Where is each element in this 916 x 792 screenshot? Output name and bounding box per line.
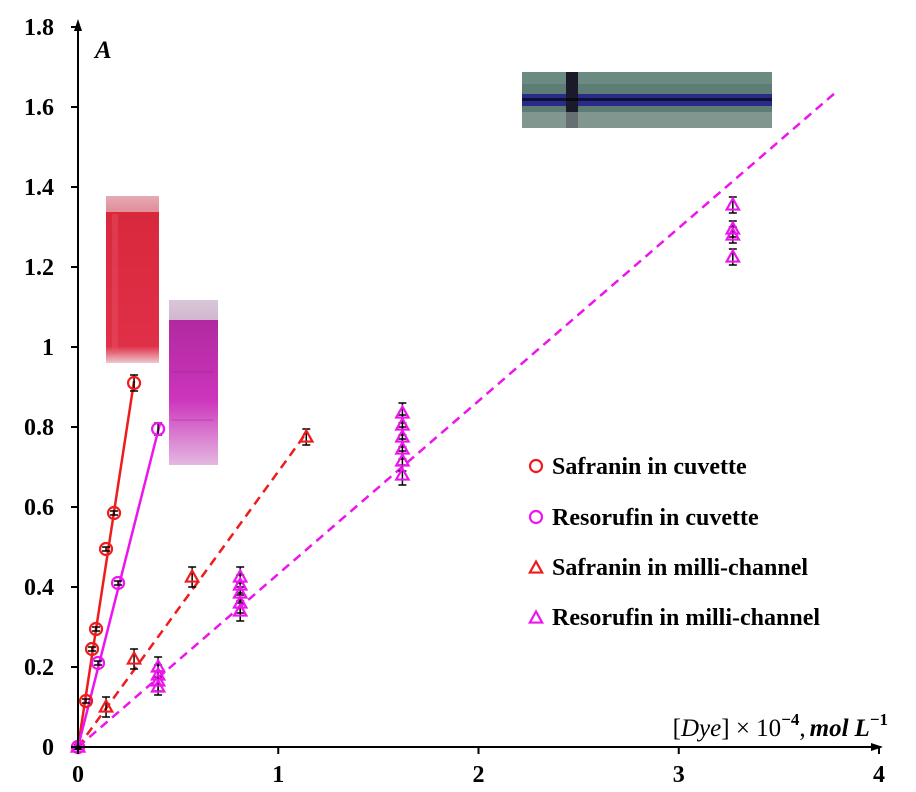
data-point <box>88 621 104 637</box>
data-point <box>78 693 94 709</box>
data-point <box>84 641 100 657</box>
data-point <box>151 421 166 437</box>
data-point <box>232 594 249 609</box>
data-point <box>394 466 411 481</box>
x-tick-label: 2 <box>473 762 485 788</box>
fit-line <box>77 92 836 748</box>
data-point <box>126 375 142 391</box>
data-point <box>724 226 741 241</box>
x-tick-label: 0 <box>72 762 84 788</box>
y-axis-label: A <box>93 37 112 64</box>
y-tick-label: 1.2 <box>24 255 54 281</box>
data-point <box>150 658 167 673</box>
data-point <box>150 678 167 693</box>
legend-label: Safranin in milli-channel <box>552 555 808 581</box>
data-point <box>298 428 315 443</box>
y-axis-arrow <box>74 19 82 31</box>
data-point <box>150 672 167 687</box>
legend-marker <box>527 559 545 574</box>
data-point <box>98 541 114 557</box>
y-tick-label: 0.4 <box>24 575 54 601</box>
data-point <box>126 650 143 665</box>
y-tick-label: 1 <box>42 335 54 361</box>
x-tick-label: 4 <box>873 762 885 788</box>
milli-channel-device-photo <box>522 72 772 128</box>
data-point <box>232 576 249 591</box>
data-point <box>184 568 201 583</box>
y-tick-label: 0 <box>42 735 54 761</box>
resorufin-cuvette-photo <box>169 300 218 465</box>
data-point <box>232 568 249 583</box>
legend-marker <box>527 609 545 624</box>
x-axis-arrow <box>871 743 883 751</box>
data-point <box>110 575 126 591</box>
y-tick-label: 0.6 <box>24 495 54 521</box>
fit-line <box>76 432 308 748</box>
legend-label: Resorufin in milli-channel <box>552 605 820 631</box>
data-point <box>232 602 249 617</box>
legend-marker <box>528 509 544 525</box>
legend-marker <box>528 458 544 474</box>
legend-label: Resorufin in cuvette <box>552 505 759 531</box>
y-tick-label: 1.6 <box>24 95 54 121</box>
x-tick-label: 3 <box>673 762 685 788</box>
data-point <box>724 248 741 263</box>
y-tick-label: 1.4 <box>24 175 54 201</box>
fit-line <box>76 380 136 748</box>
y-tick-label: 1.8 <box>24 15 54 41</box>
data-point <box>724 220 741 235</box>
y-tick-label: 0.2 <box>24 655 54 681</box>
data-point <box>90 655 106 671</box>
safranin-cuvette-photo <box>106 196 159 363</box>
data-point <box>724 196 741 211</box>
legend-label: Safranin in cuvette <box>552 454 747 480</box>
data-point <box>97 698 115 713</box>
data-point <box>394 452 411 467</box>
x-axis-label: [Dye] × 10−4, mol L−1 <box>673 710 888 742</box>
y-tick-label: 0.8 <box>24 415 54 441</box>
legend: Safranin in cuvette Resorufin in cuvette S… <box>527 454 820 631</box>
data-point <box>106 505 122 521</box>
x-tick-label: 1 <box>272 762 284 788</box>
